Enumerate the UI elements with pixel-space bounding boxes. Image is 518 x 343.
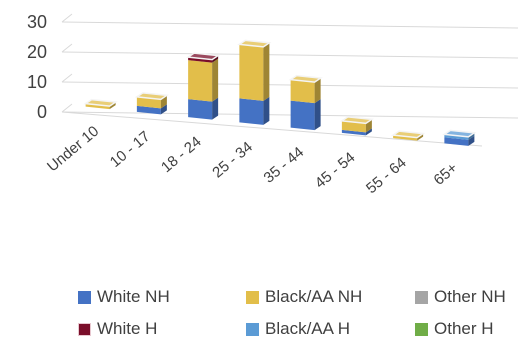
- y-tick-label: 0: [37, 102, 47, 122]
- bar-segment: [341, 120, 366, 133]
- bar-top: [237, 39, 272, 48]
- gridline: [61, 51, 518, 59]
- x-tick-label: 45 - 54: [312, 149, 359, 192]
- x-tick-label: Under 10: [44, 123, 102, 176]
- bar-segment: [136, 96, 161, 109]
- x-tick-label: 10 - 17: [107, 128, 154, 171]
- bar-segment: [136, 105, 161, 115]
- x-tick-label: 65+: [431, 159, 462, 189]
- y-tick-label: 30: [27, 12, 47, 32]
- x-tick-label: 18 - 24: [158, 133, 205, 176]
- side-gridline: [61, 43, 73, 53]
- bar-segment: [188, 60, 213, 102]
- bar-segment: [290, 100, 315, 131]
- x-tick-label: 55 - 64: [363, 154, 410, 197]
- floor-front-edge: [61, 111, 483, 147]
- bar-segment-side: [212, 58, 219, 102]
- bar-top: [390, 130, 426, 139]
- side-gridline: [61, 13, 73, 23]
- bar-segment-side: [263, 96, 270, 125]
- x-tick-label: 25 - 34: [209, 138, 256, 181]
- bar-segment-side: [263, 42, 270, 101]
- bar-segment-side: [212, 97, 219, 120]
- gridline: [61, 111, 518, 119]
- bar-segment: [341, 129, 366, 136]
- bar-top: [83, 98, 118, 107]
- bar-top: [339, 116, 375, 125]
- y-tick-label: 10: [27, 72, 47, 92]
- bar-top: [288, 74, 323, 83]
- bar-segment: [239, 98, 264, 125]
- bar-segment: [239, 44, 264, 101]
- bar-segment: [188, 99, 213, 120]
- x-tick-label: 35 - 44: [260, 144, 307, 187]
- gridline: [61, 21, 518, 29]
- bar-top: [134, 92, 170, 101]
- side-gridline: [61, 73, 73, 83]
- bar-top: [442, 129, 477, 138]
- bar-segment: [290, 79, 315, 104]
- bar-segment-side: [314, 99, 321, 131]
- bar-segment-side: [365, 128, 372, 136]
- y-tick-label: 20: [27, 42, 47, 62]
- bar-segment: [444, 137, 469, 146]
- gridline: [61, 81, 518, 89]
- bar-segment-side: [314, 78, 321, 104]
- bar-top: [185, 52, 221, 61]
- bar-segment-side: [160, 104, 167, 115]
- bar-segment-side: [468, 135, 475, 146]
- side-gridline: [61, 103, 73, 113]
